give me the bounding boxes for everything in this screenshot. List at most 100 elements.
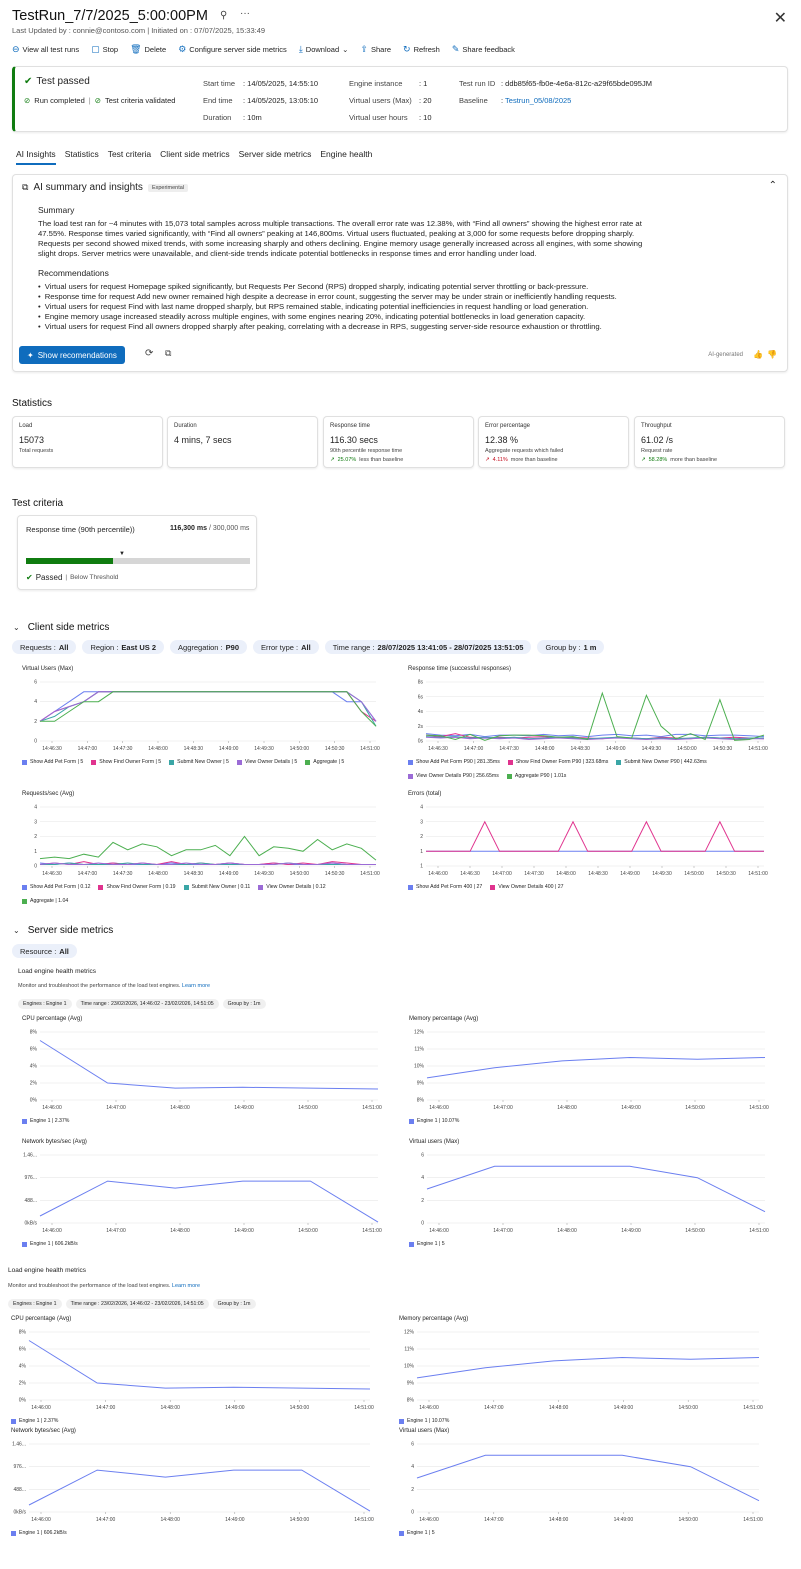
legend-item[interactable]: Engine 1 | 10.07% — [409, 1118, 459, 1124]
legend-item[interactable]: Show Add Pet Form | 0.12 — [22, 884, 90, 890]
y-tick-label: 0 — [34, 864, 37, 870]
configure-server-metrics-button[interactable]: ⚙ Configure server side metrics — [178, 44, 287, 54]
legend-item[interactable]: Show Find Owner Form | 0.19 — [98, 884, 176, 890]
client-section-header[interactable]: ⌄ Client side metrics — [13, 622, 110, 633]
engine-filter-pill[interactable]: Time range : 23/02/2026, 14:46:02 - 23/0… — [75, 999, 219, 1009]
legend-item[interactable]: Engine 1 | 2.37% — [11, 1418, 58, 1424]
chart-title: CPU percentage (Avg) — [22, 1016, 83, 1022]
engine-filter-pill[interactable]: Group by : 1m — [222, 999, 266, 1009]
y-tick-label: 9% — [407, 1381, 415, 1387]
learn-more-link[interactable]: Learn more — [171, 1283, 201, 1289]
legend-item[interactable]: Show Add Pet Form 400 | 27 — [408, 884, 482, 890]
view-all-test-runs-button[interactable]: ⊖ View all test runs — [12, 44, 80, 54]
legend-swatch — [11, 1530, 16, 1536]
x-tick-label: 14:50:30 — [325, 746, 345, 752]
legend-item[interactable]: Submit New Owner | 5 — [169, 759, 229, 765]
filter-pill[interactable]: Region : East US 2 — [82, 640, 165, 654]
legend-item[interactable]: Engine 1 | 5 — [399, 1530, 435, 1536]
y-tick-label: 0 — [34, 739, 37, 745]
x-tick-label: 14:48:00 — [170, 1105, 190, 1111]
regenerate-icon[interactable]: ⟳ — [145, 348, 154, 359]
learn-more-link[interactable]: Learn more — [181, 983, 211, 989]
x-tick-label: 14:48:30 — [570, 746, 590, 752]
legend-label: Show Add Pet Form | 5 — [30, 759, 84, 765]
chevron-up-icon[interactable]: ⌃ — [768, 180, 777, 191]
legend-item[interactable]: Engine 1 | 606.2kB/s — [22, 1241, 78, 1247]
filter-pill[interactable]: Time range :28/07/2025 13:41:05 - 28/07/… — [324, 640, 532, 654]
y-tick-label: 0 — [411, 1510, 414, 1516]
y-tick-label: 2% — [19, 1381, 27, 1387]
tab-statistics[interactable]: Statistics — [64, 149, 99, 159]
legend-swatch — [490, 884, 496, 890]
legend-label: Show Find Owner Form | 0.19 — [106, 884, 176, 890]
tab-engine-health[interactable]: Engine health — [320, 149, 373, 159]
share-button[interactable]: ⇪ Share — [360, 44, 392, 54]
engine-filter-pill[interactable]: Engines : Engine 1 — [8, 1299, 62, 1309]
legend-item[interactable]: Submit New Owner P90 | 442.63ms — [616, 759, 707, 765]
legend-item[interactable]: Engine 1 | 5 — [409, 1241, 445, 1247]
chart-svg: 8% 9% 10% 11% 12% 14:46:00 14:47:00 14:48:00 14:… — [414, 1030, 769, 1112]
delete-button[interactable]: 🗑 Delete — [130, 44, 167, 54]
filter-pill[interactable]: Aggregation : P90 — [170, 640, 247, 654]
copy-icon[interactable]: ⧉ — [165, 348, 172, 358]
filter-pill[interactable]: Error type : All — [253, 640, 319, 654]
legend-item[interactable]: Engine 1 | 606.2kB/s — [11, 1530, 67, 1536]
legend-item[interactable]: Engine 1 | 2.37% — [22, 1118, 69, 1124]
y-tick-label: 12% — [414, 1030, 425, 1036]
share-feedback-button[interactable]: ✎ Share feedback — [451, 44, 515, 54]
chart-svg: 0% 2% 4% 6% 8% 14:46:00 14:47:00 14:48:00 14:49:… — [19, 1330, 374, 1412]
legend-item[interactable]: Engine 1 | 10.07% — [399, 1418, 449, 1424]
stop-button[interactable]: ▢ Stop — [91, 44, 119, 54]
legend-item[interactable]: View Owner Details 400 | 27 — [490, 884, 564, 890]
engine-filter-pill[interactable]: Group by : 1m — [212, 1299, 256, 1309]
resource-filter[interactable]: Resource : All — [12, 944, 77, 958]
ai-generated-label: AI-generated — [708, 352, 743, 358]
engine-filter-pill[interactable]: Time range : 23/02/2026, 14:46:02 - 23/0… — [65, 1299, 209, 1309]
legend-item[interactable]: Submit New Owner | 0.11 — [183, 884, 250, 890]
legend-label: Show Add Pet Form 400 | 27 — [416, 884, 483, 890]
chevron-down-icon: ⌄ — [13, 926, 20, 935]
legend-item[interactable]: Aggregate P90 | 1.01s — [506, 773, 566, 779]
virtual-users-max-field: Virtual users (Max): 20 — [349, 96, 432, 105]
legend-item[interactable]: Aggregate | 1.04 — [22, 898, 68, 904]
more-options-icon[interactable]: ··· — [240, 8, 250, 19]
pin-icon[interactable]: ⚲ — [220, 10, 228, 21]
baseline-link[interactable]: Testrun_05/08/2025 — [505, 96, 572, 105]
legend-item[interactable]: Show Add Pet Form P90 | 281.35ms — [408, 759, 500, 765]
tab-ai-insights[interactable]: AI Insights — [16, 149, 56, 165]
close-icon[interactable]: ✕ — [773, 10, 787, 27]
summary-heading: Summary — [38, 205, 75, 215]
x-tick-label: 14:46:00 — [31, 1517, 51, 1523]
stat-label: Load — [19, 423, 33, 429]
series-line-4 — [39, 835, 377, 861]
filter-pill[interactable]: Requests : All — [12, 640, 77, 654]
y-tick-label: 2 — [420, 834, 423, 840]
legend-item[interactable]: Show Find Owner Form P90 | 323.68ms — [507, 759, 608, 765]
stat-card: Duration 4 mins, 7 secs — [167, 416, 318, 468]
server-section-header[interactable]: ⌄ Server side metrics — [13, 925, 114, 936]
legend-item[interactable]: Aggregate | 5 — [305, 759, 344, 765]
tab-test-criteria[interactable]: Test criteria — [107, 149, 152, 159]
legend-item[interactable]: View Owner Details P90 | 256.65ms — [408, 773, 499, 779]
show-recommendations-button[interactable]: ✦ Show recomendations — [19, 346, 125, 364]
stat-card: Load 15073 Total requests — [12, 416, 163, 468]
thumbs-up-icon[interactable]: 👍 — [753, 350, 763, 359]
chart-legend: Engine 1 | 10.07% — [409, 1118, 779, 1124]
chart-legend: Engine 1 | 5 — [399, 1530, 769, 1536]
download-button[interactable]: ⤓ Download ⌄ — [298, 44, 349, 54]
legend-item[interactable]: View Owner Details | 5 — [236, 759, 297, 765]
legend-item[interactable]: View Owner Details | 0.12 — [258, 884, 326, 890]
legend-label: Engine 1 | 10.07% — [417, 1118, 460, 1124]
y-tick-label: 4 — [421, 1175, 424, 1181]
legend-item[interactable]: Show Find Owner Form | 5 — [91, 759, 161, 765]
download-icon: ⤓ — [298, 44, 303, 54]
tab-server-side-metrics[interactable]: Server side metrics — [238, 149, 312, 159]
legend-label: Aggregate | 1.04 — [30, 898, 69, 904]
thumbs-down-icon[interactable]: 👎 — [767, 350, 777, 359]
engine-filter-pill[interactable]: Engines : Engine 1 — [18, 999, 72, 1009]
filter-pill[interactable]: Group by :1 m — [537, 640, 605, 654]
legend-item[interactable]: Show Add Pet Form | 5 — [22, 759, 83, 765]
tab-client-side-metrics[interactable]: Client side metrics — [160, 149, 230, 159]
refresh-button[interactable]: ↻ Refresh — [403, 44, 440, 54]
baseline-field: Baseline: Testrun_05/08/2025 — [459, 96, 572, 105]
